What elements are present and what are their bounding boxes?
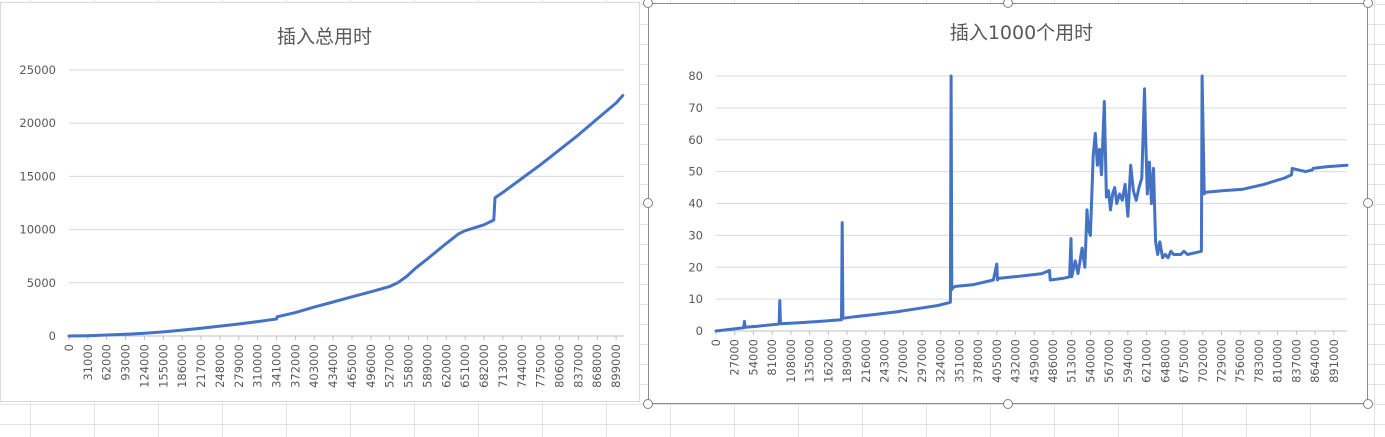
y-tick-label: 20 bbox=[688, 260, 703, 274]
x-tick-label: 108000 bbox=[784, 339, 798, 383]
x-tick-label: 558000 bbox=[402, 344, 416, 388]
x-tick-label: 682000 bbox=[477, 344, 491, 388]
resize-handle-top-left[interactable] bbox=[643, 0, 653, 8]
x-tick-label: 527000 bbox=[383, 344, 397, 388]
x-tick-label: 810000 bbox=[1271, 339, 1285, 383]
series-line[interactable] bbox=[67, 94, 625, 338]
x-tick-label: 279000 bbox=[232, 344, 246, 388]
x-tick-label: 405000 bbox=[990, 339, 1004, 383]
x-tick-label: 403000 bbox=[307, 344, 321, 388]
y-tick-label: 20000 bbox=[19, 116, 56, 130]
y-tick-label: 30 bbox=[688, 228, 703, 242]
x-tick-label: 432000 bbox=[1009, 339, 1023, 383]
resize-handle-middle-right[interactable] bbox=[1363, 198, 1373, 208]
x-tick-label: 297000 bbox=[915, 339, 929, 383]
x-tick-label: 324000 bbox=[934, 339, 948, 383]
x-tick-label: 744000 bbox=[515, 344, 529, 388]
x-tick-label: 434000 bbox=[326, 344, 340, 388]
x-tick-label: 248000 bbox=[213, 344, 227, 388]
x-tick-label: 837000 bbox=[1289, 339, 1303, 383]
chart2-svg: 插入1000个用时 0 10 20 30 40 50 60 70 80 0 27000 54000 810… bbox=[688, 22, 1349, 383]
x-tick-label: 702000 bbox=[1196, 339, 1210, 383]
x-tick-label: 891000 bbox=[1327, 339, 1341, 383]
x-tick-label: 783000 bbox=[1252, 339, 1266, 383]
y-tick-label: 0 bbox=[696, 324, 703, 338]
x-tick-label: 341000 bbox=[270, 344, 284, 388]
chart-total-insert-time[interactable]: 插入总用时 0 5000 10000 15000 20000 25000 0 31000 6200… bbox=[0, 2, 640, 402]
x-tick-label: 0 bbox=[62, 344, 76, 351]
x-tick-label: 756000 bbox=[1233, 339, 1247, 383]
resize-handle-bottom-center[interactable] bbox=[1003, 399, 1013, 409]
y-tick-label: 70 bbox=[688, 101, 703, 115]
resize-handle-top-center[interactable] bbox=[1003, 0, 1013, 8]
y-tick-label: 80 bbox=[688, 69, 703, 83]
x-tick-label: 868000 bbox=[590, 344, 604, 388]
x-tick-label: 54000 bbox=[746, 339, 760, 376]
resize-handle-top-right[interactable] bbox=[1363, 0, 1373, 8]
x-tick-label: 675000 bbox=[1177, 339, 1191, 383]
y-tick-label: 15000 bbox=[19, 169, 56, 183]
resize-handle-bottom-left[interactable] bbox=[643, 399, 653, 409]
x-tick-label: 864000 bbox=[1308, 339, 1322, 383]
x-tick-label: 378000 bbox=[971, 339, 985, 383]
x-tick-label: 93000 bbox=[119, 344, 133, 381]
x-tick-label: 775000 bbox=[534, 344, 548, 388]
y-tick-label: 25000 bbox=[19, 63, 56, 77]
x-tick-label: 186000 bbox=[175, 344, 189, 388]
x-tick-label: 351000 bbox=[952, 339, 966, 383]
x-tick-label: 62000 bbox=[100, 344, 114, 381]
x-tick-label: 465000 bbox=[345, 344, 359, 388]
x-tick-label: 217000 bbox=[194, 344, 208, 388]
x-tick-label: 899000 bbox=[609, 344, 623, 388]
x-tick-label: 567000 bbox=[1102, 339, 1116, 383]
x-tick-label: 459000 bbox=[1027, 339, 1041, 383]
x-tick-label: 81000 bbox=[765, 339, 779, 376]
y-tick-label: 0 bbox=[49, 329, 56, 343]
chart-insert-1000-time[interactable]: 插入1000个用时 0 10 20 30 40 50 60 70 80 0 27000 54000 810… bbox=[648, 3, 1368, 404]
y-tick-label: 10 bbox=[688, 292, 703, 306]
series-line[interactable] bbox=[714, 74, 1349, 333]
chart-title: 插入总用时 bbox=[277, 26, 372, 48]
x-tick-label: 729000 bbox=[1214, 339, 1228, 383]
x-tick-label: 135000 bbox=[803, 339, 817, 383]
x-tick-label: 594000 bbox=[1121, 339, 1135, 383]
x-tick-label: 27000 bbox=[728, 339, 742, 376]
x-tick-label: 496000 bbox=[364, 344, 378, 388]
x-tick-label: 0 bbox=[709, 339, 723, 346]
x-tick-label: 216000 bbox=[859, 339, 873, 383]
x-tick-label: 243000 bbox=[877, 339, 891, 383]
x-tick-label: 155000 bbox=[156, 344, 170, 388]
y-tick-label: 50 bbox=[688, 165, 703, 179]
chart1-svg: 插入总用时 0 5000 10000 15000 20000 25000 0 31000 6200… bbox=[19, 26, 625, 388]
x-tick-label: 124000 bbox=[137, 344, 151, 388]
x-tick-label: 513000 bbox=[1065, 339, 1079, 383]
x-tick-label: 713000 bbox=[496, 344, 510, 388]
y-tick-label: 60 bbox=[688, 133, 703, 147]
x-tick-label: 162000 bbox=[821, 339, 835, 383]
y-tick-label: 5000 bbox=[27, 276, 56, 290]
x-tick-label: 589000 bbox=[420, 344, 434, 388]
x-tick-label: 621000 bbox=[1140, 339, 1154, 383]
x-tick-label: 270000 bbox=[896, 339, 910, 383]
x-tick-label: 620000 bbox=[439, 344, 453, 388]
y-tick-label: 40 bbox=[688, 197, 703, 211]
x-tick-label: 540000 bbox=[1083, 339, 1097, 383]
x-tick-label: 372000 bbox=[288, 344, 302, 388]
x-tick-label: 837000 bbox=[571, 344, 585, 388]
x-tick-label: 31000 bbox=[81, 344, 95, 381]
y-tick-label: 10000 bbox=[19, 223, 56, 237]
chart-title: 插入1000个用时 bbox=[950, 22, 1093, 44]
resize-handle-bottom-right[interactable] bbox=[1363, 399, 1373, 409]
x-tick-label: 310000 bbox=[251, 344, 265, 388]
x-tick-label: 651000 bbox=[458, 344, 472, 388]
resize-handle-middle-left[interactable] bbox=[643, 198, 653, 208]
x-tick-label: 806000 bbox=[552, 344, 566, 388]
x-tick-label: 648000 bbox=[1158, 339, 1172, 383]
x-tick-label: 486000 bbox=[1046, 339, 1060, 383]
x-tick-label: 189000 bbox=[840, 339, 854, 383]
